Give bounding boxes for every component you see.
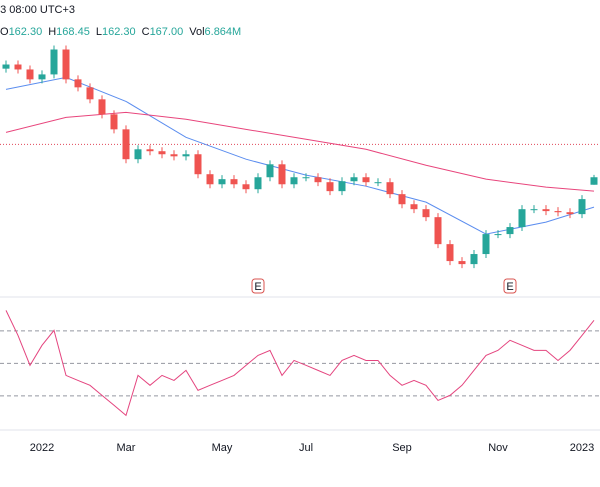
event-label: E (254, 281, 261, 293)
candle-body (290, 177, 298, 185)
candle-body (98, 99, 106, 115)
candle-body (38, 74, 46, 80)
candle-body (314, 177, 322, 183)
candle-body (374, 182, 382, 184)
candle-body (362, 177, 370, 183)
ohlc-key: L (96, 26, 102, 38)
candle-body (2, 64, 10, 69)
rsi-line (5, 310, 595, 417)
candle-body (518, 209, 526, 228)
candle-body (350, 177, 358, 182)
candle-body (482, 234, 490, 255)
candle-body (266, 164, 274, 178)
candle-body (50, 49, 58, 75)
candle-body (446, 244, 454, 262)
candle-body (230, 179, 238, 185)
moving-average (5, 111, 595, 192)
candle-body (74, 79, 82, 88)
candle-body (458, 261, 466, 265)
candle-body (242, 184, 250, 190)
event-label: E (506, 281, 513, 293)
candle-body (422, 209, 430, 218)
ohlc-key: H (48, 26, 56, 38)
ohlc-value: 6.864M (205, 26, 242, 38)
ohlc-value: 162.30 (102, 26, 136, 38)
candle-body (386, 182, 394, 195)
candle-body (86, 87, 94, 100)
candle-body (134, 149, 142, 160)
candle-body (530, 209, 538, 211)
candle-body (590, 177, 598, 185)
candle-body (278, 164, 286, 185)
ohlc-value: 167.00 (150, 26, 184, 38)
candle-body (302, 177, 310, 179)
x-tick-label: 2022 (30, 442, 54, 454)
candle-body (554, 211, 562, 213)
candle-body (578, 199, 586, 215)
x-tick-label: May (212, 442, 233, 454)
candle-body (494, 234, 502, 236)
candle-body (506, 227, 514, 235)
candle-body (410, 204, 418, 210)
x-tick-label: Nov (488, 442, 508, 454)
candle-body (122, 129, 130, 160)
candle-body (254, 177, 262, 190)
candle-body (542, 209, 550, 212)
candle-body (470, 254, 478, 265)
candle-body (398, 194, 406, 205)
candle-body (182, 154, 190, 157)
candle-body (170, 154, 178, 157)
event-marker (251, 278, 265, 294)
candle-body (338, 181, 346, 192)
ohlc-key: C (142, 26, 150, 38)
candle-body (566, 212, 574, 215)
candle-body (14, 64, 22, 70)
ohlc-value: 162.30 (9, 26, 43, 38)
ohlc-key: O (0, 26, 9, 38)
candle-body (194, 154, 202, 175)
x-tick-label: Sep (392, 442, 412, 454)
ohlc-key: Vol (189, 26, 204, 38)
candle-body (326, 182, 334, 192)
candle-body (218, 179, 226, 185)
ohlc-legend: O162.30 H168.45 L162.30 C167.00 Vol6.864M (0, 26, 241, 38)
ohlc-value: 168.45 (56, 26, 90, 38)
candle-body (146, 149, 154, 152)
candle-body (26, 69, 34, 80)
candle-body (434, 217, 442, 245)
header-time: 23 08:00 UTC+3 (0, 4, 75, 16)
x-tick-label: Jul (299, 442, 313, 454)
event-marker (503, 278, 517, 294)
x-tick-label: Mar (117, 442, 136, 454)
x-tick-label: 2023 (570, 442, 594, 454)
candle-body (158, 151, 166, 155)
candle-body (206, 174, 214, 185)
candle-body (62, 49, 70, 80)
candle-body (110, 114, 118, 130)
